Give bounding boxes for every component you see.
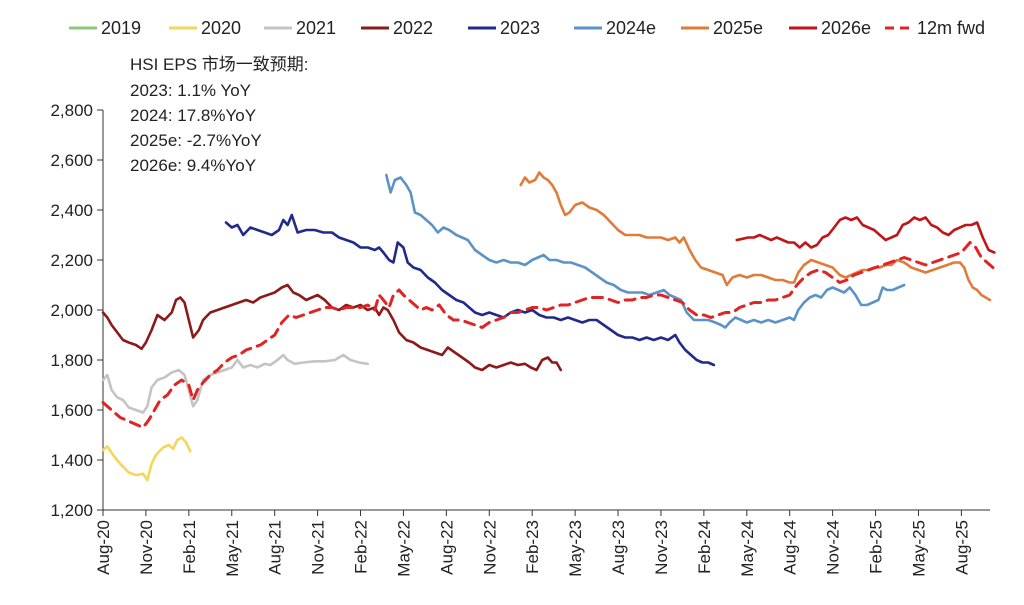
x-tick-label: Nov-22	[480, 520, 499, 575]
y-tick-label: 2,800	[50, 101, 93, 120]
x-tick-label: Nov-20	[137, 520, 156, 575]
legend-label-2019: 2019	[101, 18, 141, 38]
x-tick-label: Nov-24	[824, 520, 843, 575]
series-line-2024e	[385, 173, 906, 329]
legend-label-2024e: 2024e	[606, 18, 656, 38]
axes: 1,200 1,400 1,600 1,800 2,000 2,200 2,400 2,600…	[50, 101, 990, 577]
legend-label-2020: 2020	[201, 18, 241, 38]
annotation-line-2025e: 2025e: -2.7%YoY	[130, 131, 262, 150]
x-tick-label: Aug-23	[609, 520, 628, 575]
x-tick-label: May-23	[566, 520, 585, 577]
legend-label-2022: 2022	[393, 18, 433, 38]
x-tick-label: Nov-21	[309, 520, 328, 575]
legend-label-2023: 2023	[500, 18, 540, 38]
x-tick-label: Feb-25	[867, 520, 886, 574]
x-tick-label: Feb-22	[352, 520, 371, 574]
x-tick-label: May-24	[738, 520, 757, 577]
y-tick-label: 2,200	[50, 251, 93, 270]
y-tick-label: 1,400	[50, 451, 93, 470]
x-tick-label: May-21	[223, 520, 242, 577]
annotation-line-2024: 2024: 17.8%YoY	[130, 106, 256, 125]
legend-label-2026e: 2026e	[821, 18, 871, 38]
series-line-2020	[101, 436, 192, 482]
legend-label-2021: 2021	[296, 18, 336, 38]
x-tick-label: Feb-24	[695, 520, 714, 574]
series-line-2021	[101, 353, 369, 414]
x-tick-label: May-22	[394, 520, 413, 577]
x-tick-label: Feb-21	[180, 520, 199, 574]
x-tick-label: May-25	[909, 520, 928, 577]
y-tick-label: 2,000	[50, 301, 93, 320]
x-tick-label: Aug-21	[266, 520, 285, 575]
y-tick-label: 2,600	[50, 151, 93, 170]
series-line-2026e	[735, 216, 996, 254]
legend: 2019 2020 2021 2022 2023 2024e 2025e 2026e 12m f…	[69, 18, 985, 38]
annotation-line-2023: 2023: 1.1% YoY	[130, 81, 251, 100]
series-layer	[101, 171, 996, 482]
x-tick-label: Aug-24	[781, 520, 800, 575]
series-line-12m-fwd	[101, 241, 995, 429]
y-tick-label: 1,200	[50, 501, 93, 520]
annotation-title: HSI EPS 市场一致预期:	[130, 55, 309, 74]
x-tick-label: Aug-25	[952, 520, 971, 575]
x-tick-label: Aug-20	[94, 520, 113, 575]
series-line-2023	[224, 213, 716, 367]
y-tick-label: 1,600	[50, 401, 93, 420]
series-line-2025e	[519, 171, 992, 302]
eps-consensus-annotation: HSI EPS 市场一致预期: 2023: 1.1% YoY 2024: 17.…	[130, 55, 309, 175]
x-tick-label: Nov-23	[652, 520, 671, 575]
y-tick-label: 1,800	[50, 351, 93, 370]
x-tick-label: Feb-23	[523, 520, 542, 574]
legend-label-2025e: 2025e	[713, 18, 763, 38]
series-line-2022	[101, 283, 563, 372]
legend-label-12m-fwd: 12m fwd	[917, 18, 985, 38]
y-tick-label: 2,400	[50, 201, 93, 220]
x-tick-label: Aug-22	[437, 520, 456, 575]
annotation-line-2026e: 2026e: 9.4%YoY	[130, 156, 256, 175]
